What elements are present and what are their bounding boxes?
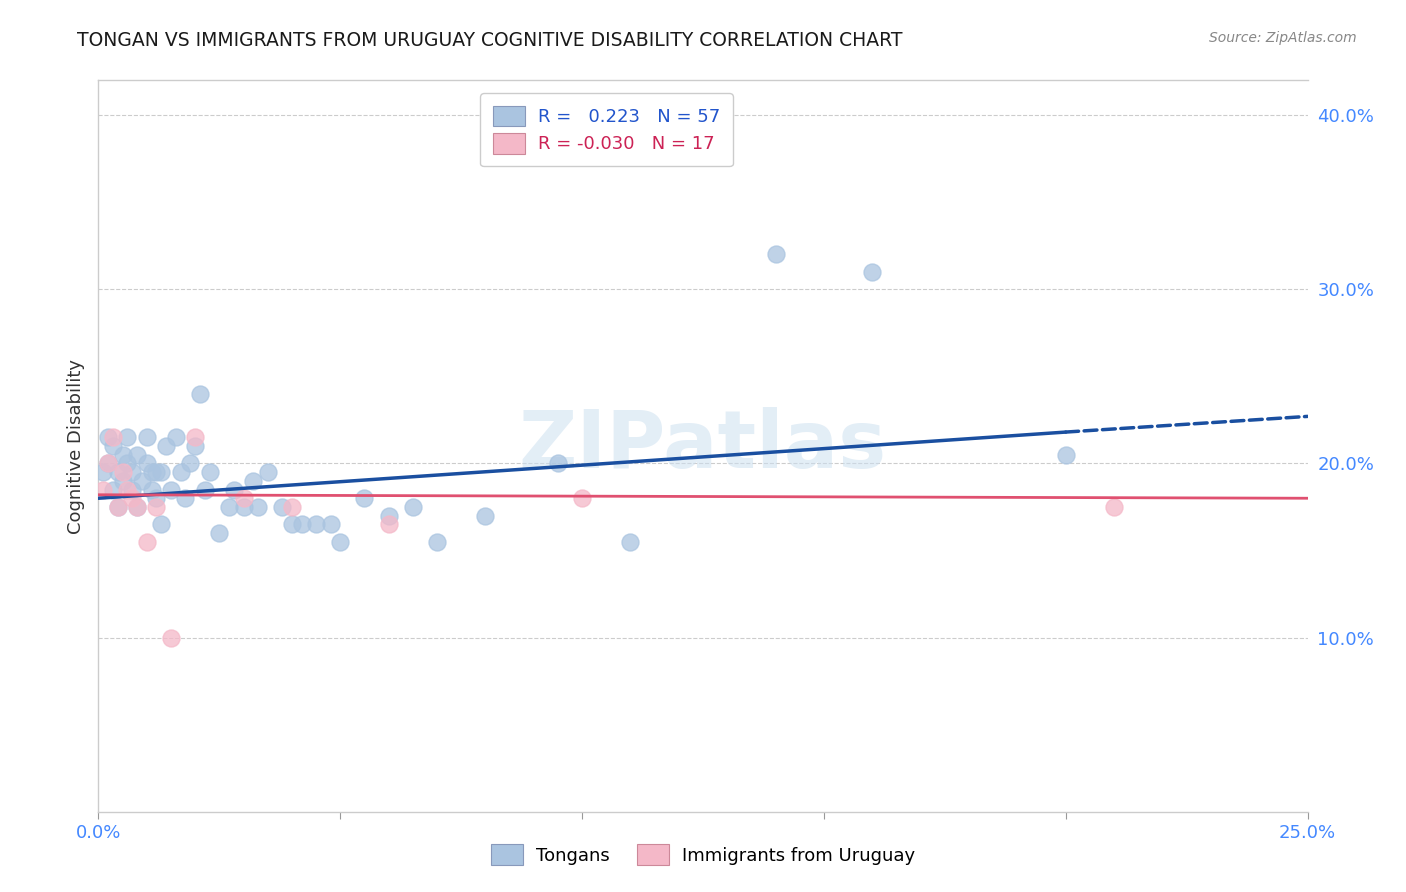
- Point: [222, 483, 245, 497]
- Point: [377, 517, 399, 532]
- Point: [141, 483, 163, 497]
- Point: [232, 491, 254, 506]
- Text: TONGAN VS IMMIGRANTS FROM URUGUAY COGNITIVE DISABILITY CORRELATION CHART: TONGAN VS IMMIGRANTS FROM URUGUAY COGNIT…: [77, 31, 903, 50]
- Point: [765, 247, 787, 261]
- Point: [194, 483, 217, 497]
- Point: [121, 465, 143, 479]
- Point: [135, 430, 157, 444]
- Point: [174, 491, 197, 506]
- Legend: Tongans, Immigrants from Uruguay: Tongans, Immigrants from Uruguay: [484, 837, 922, 872]
- Point: [290, 517, 312, 532]
- Y-axis label: Cognitive Disability: Cognitive Disability: [66, 359, 84, 533]
- Point: [426, 534, 449, 549]
- Text: ZIPatlas: ZIPatlas: [519, 407, 887, 485]
- Point: [860, 265, 883, 279]
- Point: [101, 483, 124, 497]
- Point: [150, 465, 173, 479]
- Point: [107, 500, 129, 514]
- Point: [242, 474, 264, 488]
- Text: Source: ZipAtlas.com: Source: ZipAtlas.com: [1209, 31, 1357, 45]
- Point: [111, 474, 134, 488]
- Point: [145, 465, 167, 479]
- Legend: R =   0.223   N = 57, R = -0.030   N = 17: R = 0.223 N = 57, R = -0.030 N = 17: [479, 93, 733, 166]
- Point: [208, 526, 231, 541]
- Point: [165, 430, 187, 444]
- Point: [571, 491, 593, 506]
- Point: [150, 517, 173, 532]
- Point: [184, 439, 207, 453]
- Point: [160, 483, 183, 497]
- Point: [107, 465, 129, 479]
- Point: [1102, 500, 1125, 514]
- Point: [145, 491, 167, 506]
- Point: [329, 534, 352, 549]
- Point: [247, 500, 270, 514]
- Point: [474, 508, 496, 523]
- Point: [131, 474, 153, 488]
- Point: [353, 491, 375, 506]
- Point: [97, 457, 120, 471]
- Point: [111, 465, 134, 479]
- Point: [135, 534, 157, 549]
- Point: [232, 500, 254, 514]
- Point: [107, 500, 129, 514]
- Point: [377, 508, 399, 523]
- Point: [184, 430, 207, 444]
- Point: [97, 457, 120, 471]
- Point: [127, 448, 149, 462]
- Point: [97, 430, 120, 444]
- Point: [198, 465, 221, 479]
- Point: [218, 500, 240, 514]
- Point: [160, 631, 183, 645]
- Point: [121, 491, 143, 506]
- Point: [402, 500, 425, 514]
- Point: [91, 483, 114, 497]
- Point: [547, 457, 569, 471]
- Point: [101, 439, 124, 453]
- Point: [271, 500, 294, 514]
- Point: [256, 465, 278, 479]
- Point: [91, 465, 114, 479]
- Point: [188, 386, 211, 401]
- Point: [117, 483, 139, 497]
- Point: [117, 430, 139, 444]
- Point: [319, 517, 342, 532]
- Point: [1054, 448, 1077, 462]
- Point: [117, 457, 139, 471]
- Point: [619, 534, 641, 549]
- Point: [281, 517, 304, 532]
- Point: [101, 430, 124, 444]
- Point: [111, 448, 134, 462]
- Point: [127, 500, 149, 514]
- Point: [121, 483, 143, 497]
- Point: [179, 457, 201, 471]
- Point: [145, 500, 167, 514]
- Point: [141, 465, 163, 479]
- Point: [305, 517, 328, 532]
- Point: [281, 500, 304, 514]
- Point: [135, 457, 157, 471]
- Point: [155, 439, 177, 453]
- Point: [127, 500, 149, 514]
- Point: [169, 465, 191, 479]
